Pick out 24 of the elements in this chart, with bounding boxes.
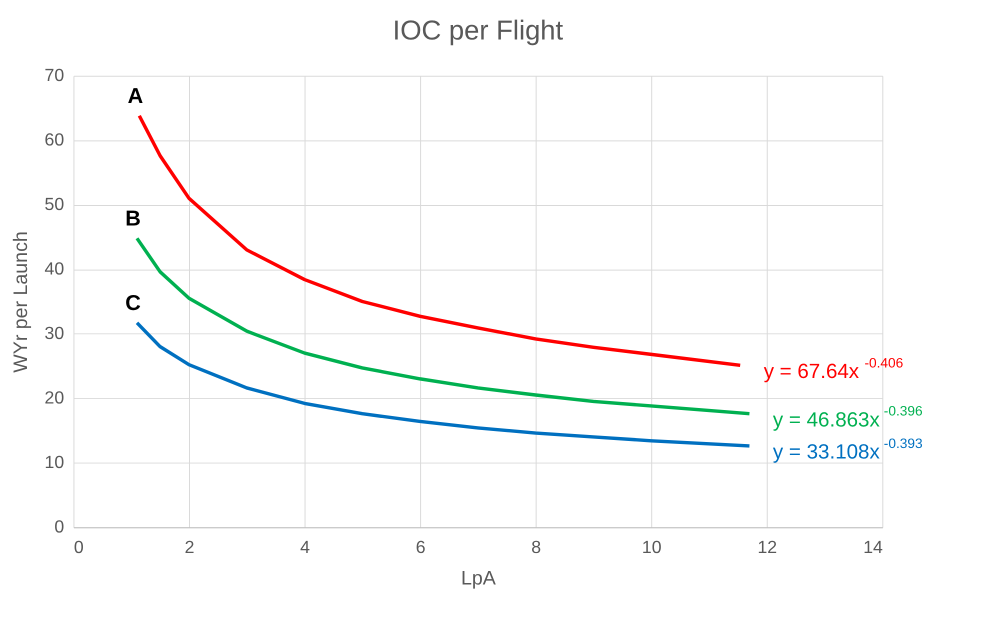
x-axis-title: LpA bbox=[460, 568, 497, 590]
x-tick-label: 2 bbox=[184, 537, 194, 558]
x-tick-label: 8 bbox=[531, 537, 542, 558]
y-tick-label: 40 bbox=[44, 258, 64, 279]
y-tick-label: 50 bbox=[44, 194, 64, 214]
series-label: A bbox=[128, 84, 144, 108]
series-label: B bbox=[125, 206, 141, 231]
chart-title: IOC per Flight bbox=[392, 14, 564, 46]
x-tick-label: 4 bbox=[300, 537, 310, 558]
y-tick-label: 70 bbox=[44, 65, 64, 86]
y-axis-title: WYr per Launch bbox=[10, 231, 32, 373]
annotation: y = 67.64x-0.406 bbox=[764, 355, 904, 384]
y-tick-label: 10 bbox=[44, 452, 64, 472]
y-tick-label: 20 bbox=[44, 388, 64, 408]
x-tick-label: 14 bbox=[863, 537, 884, 558]
x-tick-label: 6 bbox=[416, 537, 426, 558]
series-label: C bbox=[125, 291, 141, 316]
y-tick-label: 60 bbox=[44, 130, 64, 150]
y-tick-label: 0 bbox=[54, 516, 64, 537]
line-series bbox=[135, 321, 752, 448]
x-tick-label: 12 bbox=[757, 537, 778, 558]
x-tick-label: 10 bbox=[642, 537, 662, 558]
x-tick-label: 0 bbox=[74, 537, 84, 558]
y-tick-label: 30 bbox=[44, 323, 64, 344]
